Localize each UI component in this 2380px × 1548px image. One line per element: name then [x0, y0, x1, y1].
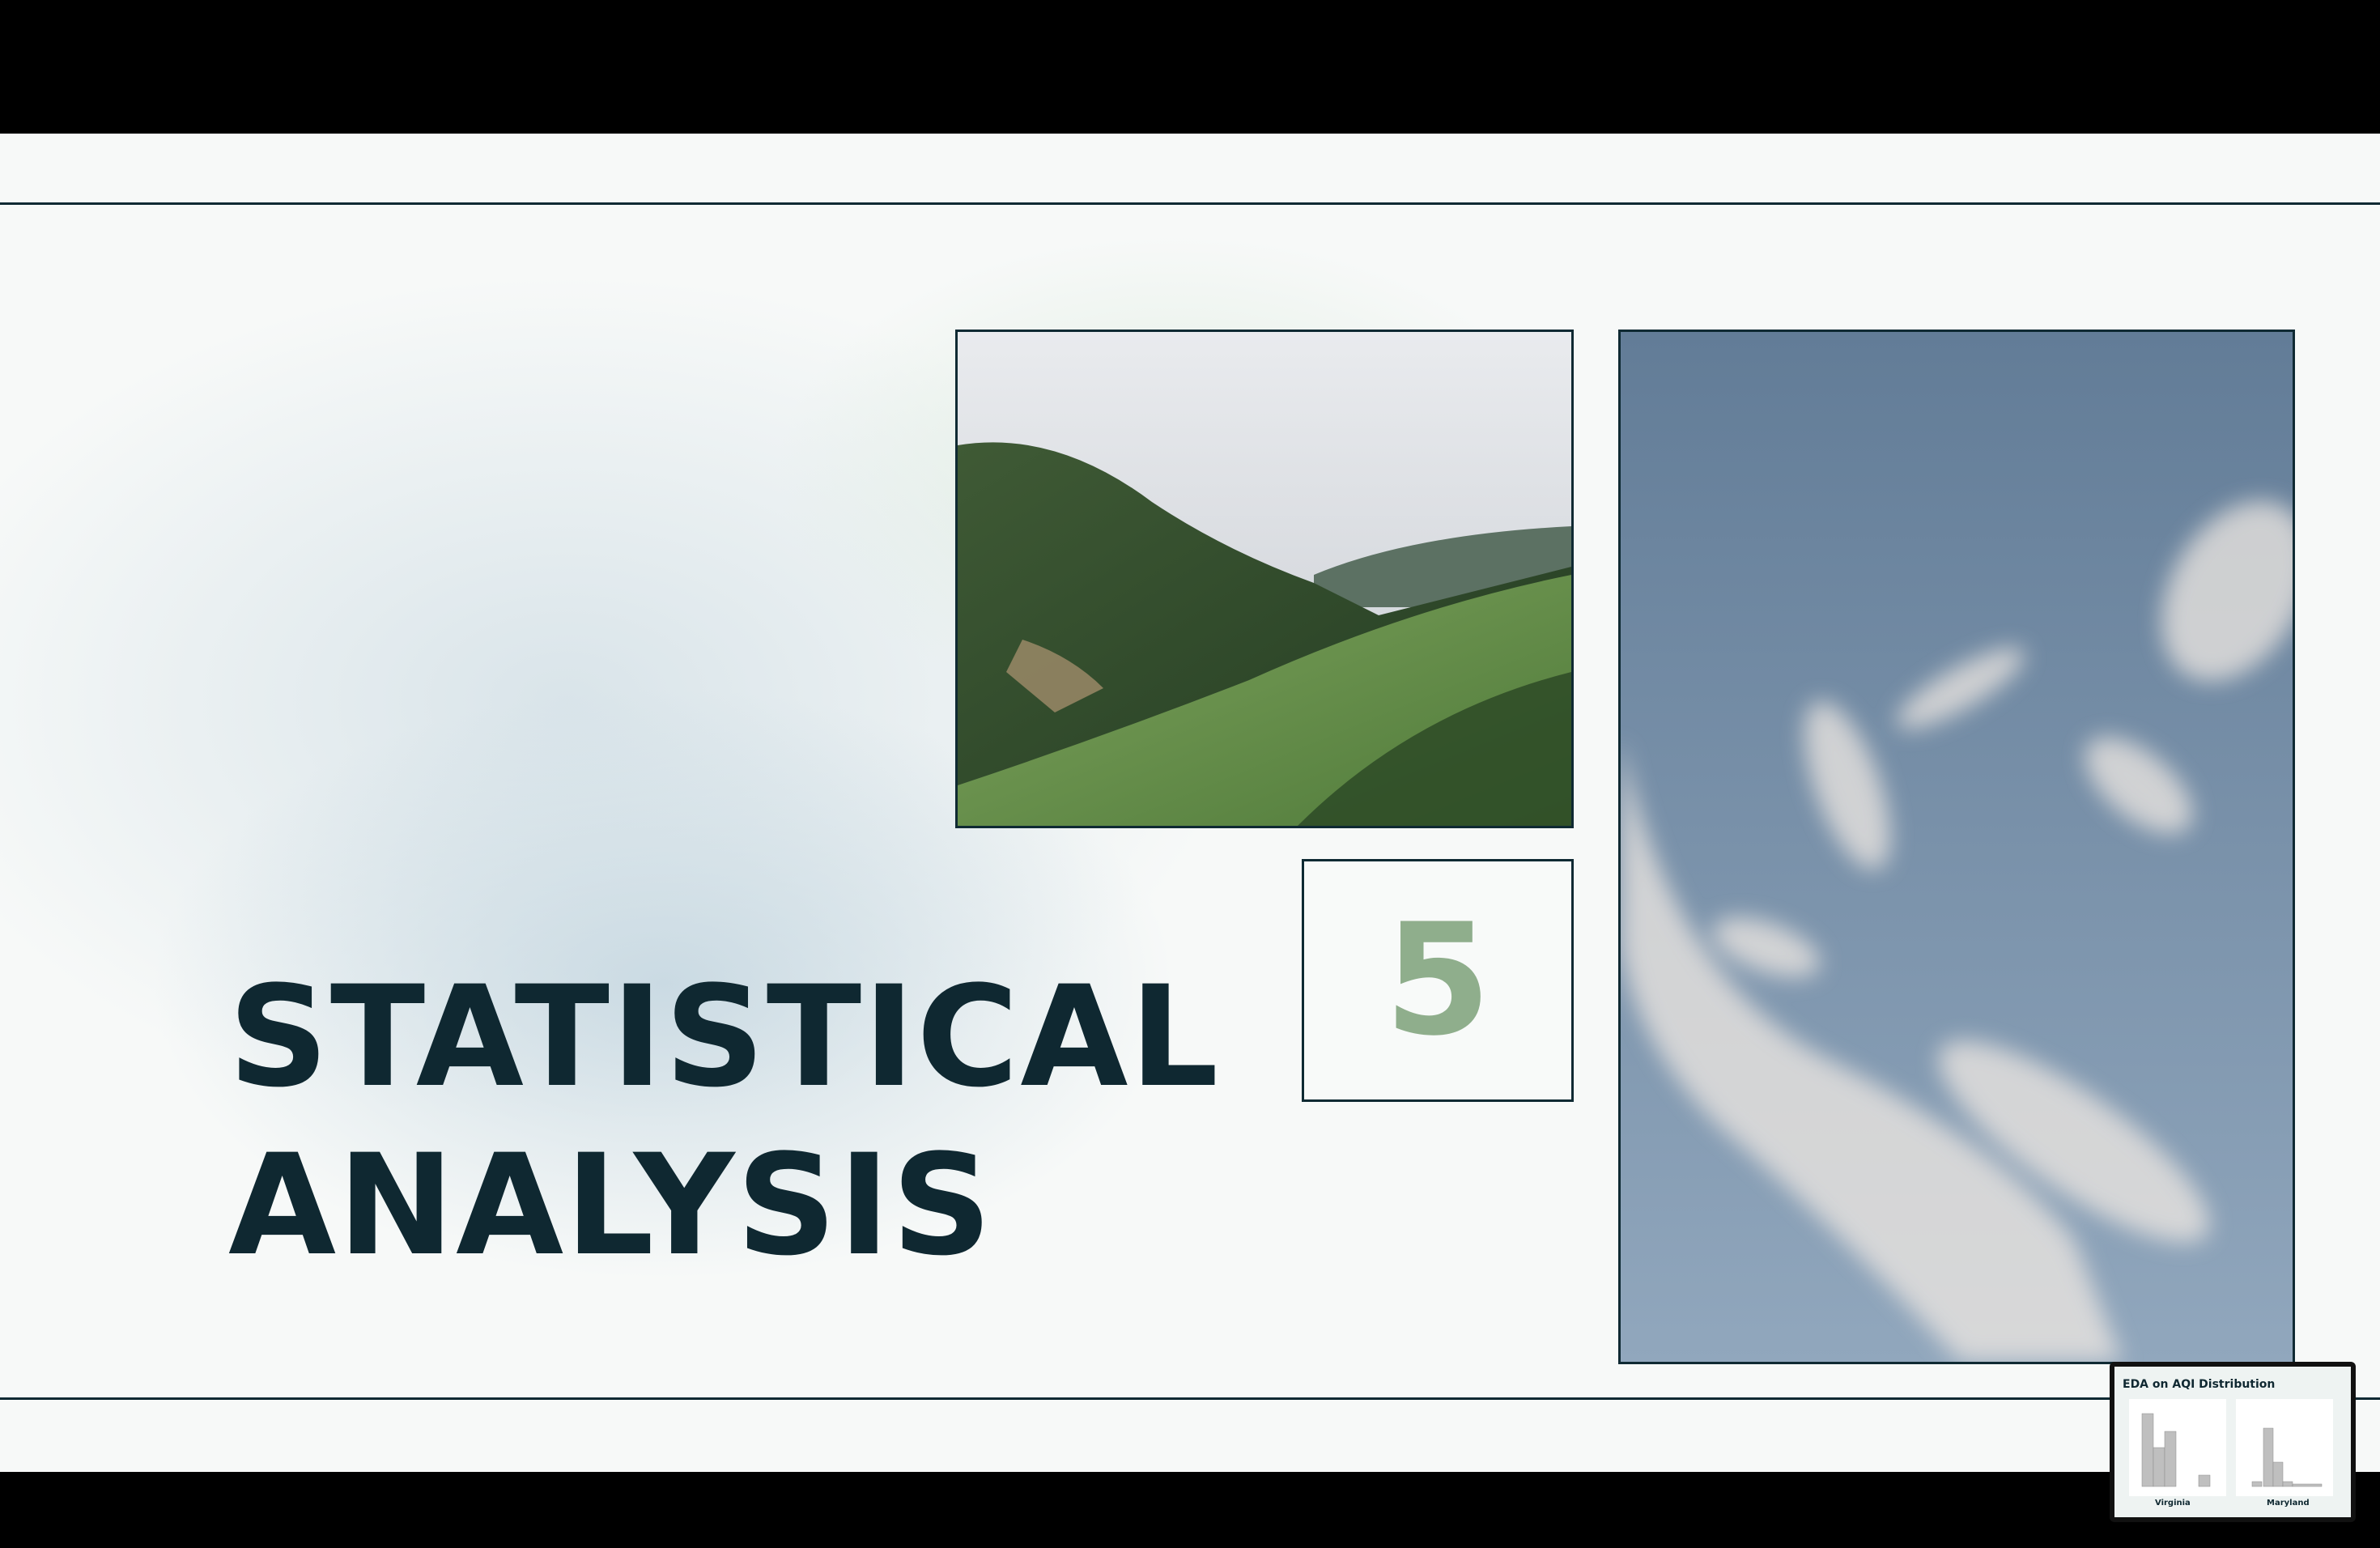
bottom-letterbox	[0, 1472, 2380, 1548]
top-rule	[0, 202, 2380, 205]
section-number: 5	[1383, 891, 1492, 1070]
title-line-1: STATISTICAL	[228, 955, 1221, 1118]
thumbnail-slide: EDA on AQI Distribution Virginia Marylan…	[2114, 1367, 2351, 1517]
slide: STATISTICAL ANALYSIS	[0, 134, 2380, 1472]
title-line-2: ANALYSIS	[228, 1124, 994, 1286]
section-number-box: 5	[1302, 859, 1574, 1102]
thumbnail-caption-right: Maryland	[2267, 1499, 2310, 1508]
sky-image	[1618, 330, 2295, 1364]
slide-thumbnail[interactable]: EDA on AQI Distribution Virginia Marylan…	[2110, 1362, 2356, 1522]
landscape-image	[955, 330, 1574, 828]
thumbnail-title: EDA on AQI Distribution	[2123, 1378, 2276, 1391]
top-letterbox	[0, 0, 2380, 134]
thumbnail-caption-left: Virginia	[2155, 1499, 2191, 1508]
bottom-rule	[0, 1397, 2380, 1400]
